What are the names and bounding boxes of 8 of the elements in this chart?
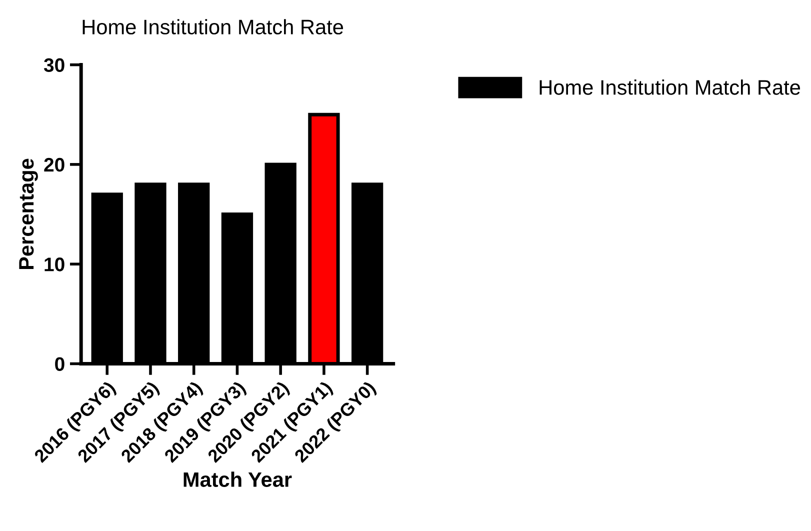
x-axis-title: Match Year [184, 472, 292, 487]
y-tick-label: 30 [44, 58, 64, 72]
legend-label: Home Institution Match Rate [540, 80, 800, 95]
y-tick-label: 20 [44, 158, 64, 172]
y-tick-label: 0 [55, 357, 64, 371]
y-axis-title: Percentage [19, 158, 38, 270]
y-tick-label: 10 [44, 258, 64, 272]
chart-title: Home Institution Match Rate [82, 19, 344, 34]
